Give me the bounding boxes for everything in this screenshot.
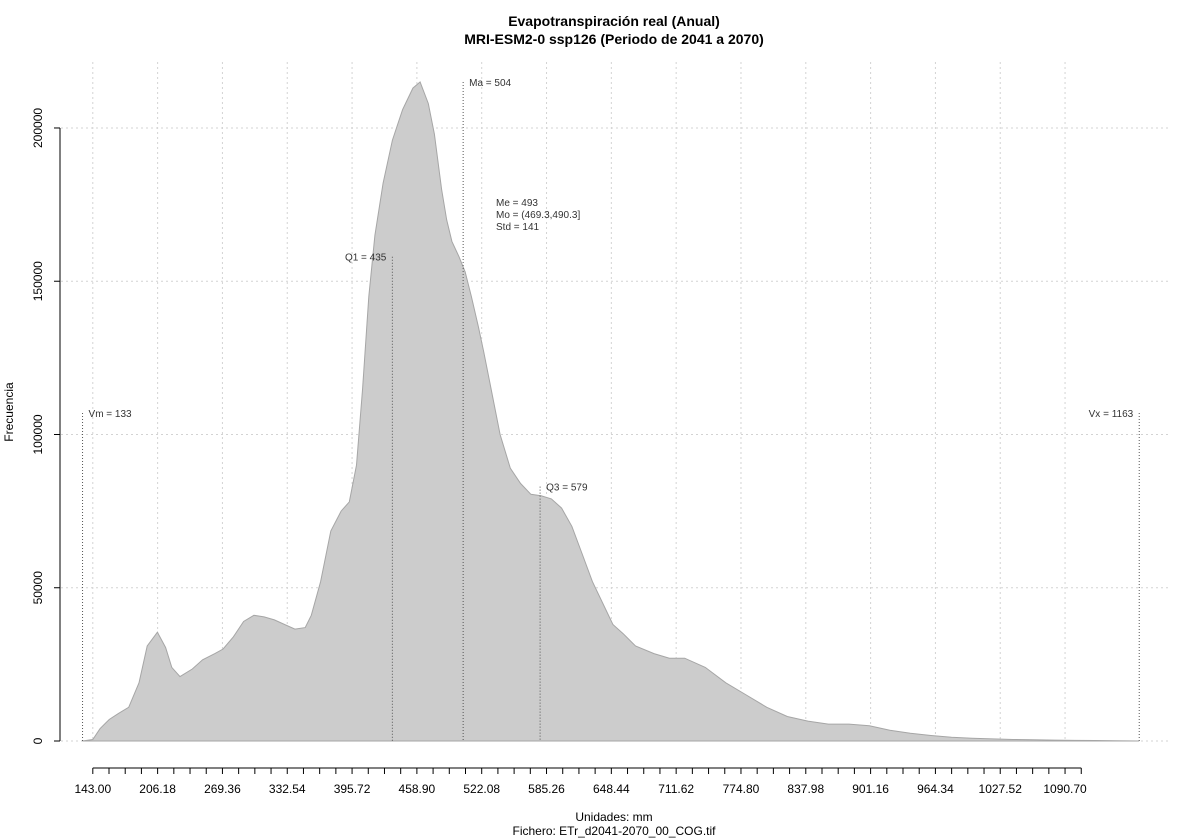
x-tick-label: 1027.52	[979, 782, 1023, 796]
x-tick-label: 522.08	[463, 782, 500, 796]
marker-label-vx: Vx = 1163	[1089, 409, 1134, 420]
y-tick-label: 50000	[31, 571, 45, 605]
x-tick-label: 585.26	[528, 782, 565, 796]
file-footer: Fichero: ETr_d2041-2070_00_COG.tif	[513, 824, 717, 838]
y-axis: 0 50000 100000 150000 200000	[31, 108, 61, 744]
std-label: Std = 141	[496, 222, 540, 233]
x-tick-label: 332.54	[269, 782, 306, 796]
x-tick-label: 774.80	[723, 782, 760, 796]
x-tick-label: 964.34	[917, 782, 954, 796]
x-tick-label: 269.36	[204, 782, 241, 796]
marker-label-q1: Q1 = 435	[345, 253, 387, 264]
statistic-markers: Vm = 133 Q1 = 435 Ma = 504 Q3 = 579 Vx = 116…	[82, 78, 1140, 741]
median-label: Me = 493	[496, 198, 538, 209]
x-tick-label: 1090.70	[1043, 782, 1087, 796]
chart-subtitle: MRI-ESM2-0 ssp126 (Periodo de 2041 a 207…	[464, 31, 764, 47]
stats-annotation: Me = 493 Mo = (469.3,490.3] Std = 141	[496, 198, 580, 233]
density-area	[82, 81, 1140, 742]
x-tick-label: 711.62	[658, 782, 694, 796]
marker-label-vm: Vm = 133	[89, 409, 133, 420]
y-tick-label: 200000	[31, 108, 45, 148]
mode-label: Mo = (469.3,490.3]	[496, 210, 580, 221]
x-tick-label: 458.90	[399, 782, 436, 796]
y-axis-label: Frecuencia	[2, 382, 16, 442]
chart-title: Evapotranspiración real (Anual)	[508, 13, 720, 29]
x-tick-label: 837.98	[787, 782, 824, 796]
y-tick-label: 100000	[31, 414, 45, 454]
x-tick-label: 648.44	[593, 782, 630, 796]
y-tick-label: 0	[31, 737, 45, 744]
marker-label-q3: Q3 = 579	[546, 483, 588, 494]
x-tick-label: 143.00	[74, 782, 111, 796]
x-tick-label: 206.18	[139, 782, 176, 796]
x-tick-label: 901.16	[852, 782, 889, 796]
marker-label-ma: Ma = 504	[469, 78, 511, 89]
x-tick-label: 395.72	[334, 782, 371, 796]
y-tick-label: 150000	[31, 261, 45, 301]
x-axis-label: Unidades: mm	[575, 810, 652, 824]
x-axis: 143.00 206.18 269.36 332.54 395.72 458.90 522.…	[74, 767, 1087, 796]
